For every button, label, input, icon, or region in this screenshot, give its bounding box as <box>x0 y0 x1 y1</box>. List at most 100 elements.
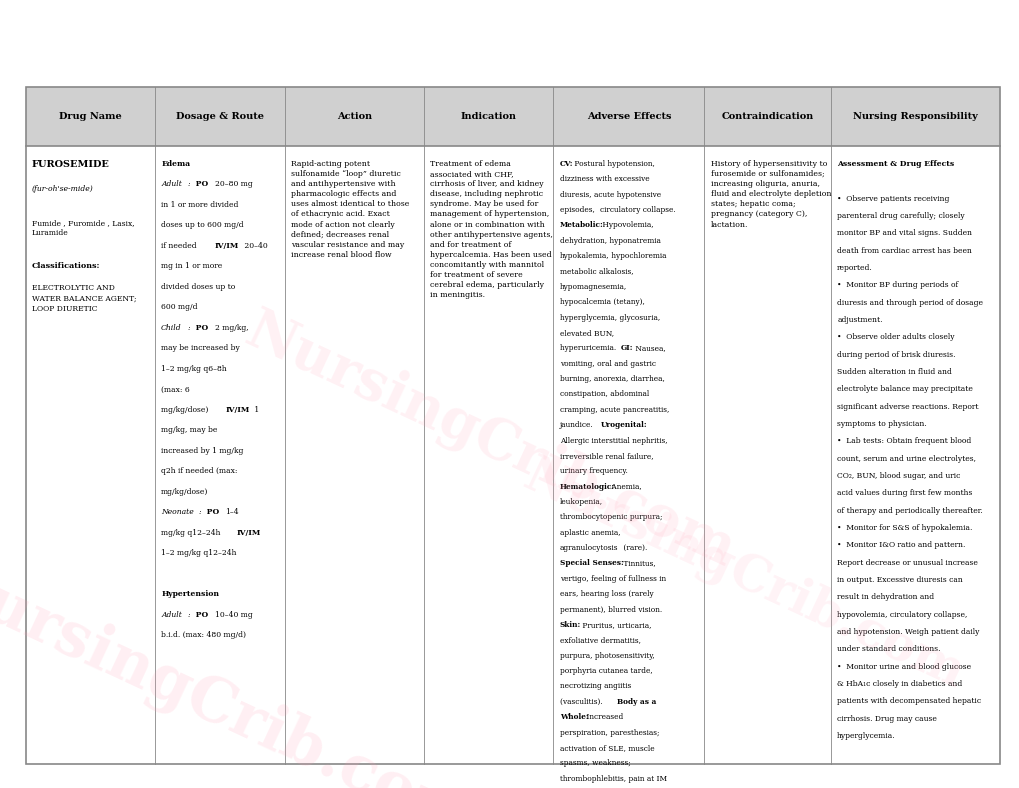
Text: mg/kg/dose): mg/kg/dose) <box>161 488 208 496</box>
Text: may be increased by: may be increased by <box>161 344 239 352</box>
Text: diuresis, acute hypotensive: diuresis, acute hypotensive <box>559 191 660 199</box>
Text: necrotizing angiitis: necrotizing angiitis <box>559 682 630 690</box>
Text: and hypotension. Weigh patient daily: and hypotension. Weigh patient daily <box>837 628 978 636</box>
Bar <box>25 87 999 146</box>
Text: History of hypersensitivity to
furosemide or sulfonamides;
increasing oliguria, : History of hypersensitivity to furosemid… <box>710 160 830 229</box>
Text: mg/kg, may be: mg/kg, may be <box>161 426 217 434</box>
Text: irreversible renal failure,: irreversible renal failure, <box>559 452 652 460</box>
Text: :: : <box>199 508 201 516</box>
Text: in output. Excessive diuresis can: in output. Excessive diuresis can <box>837 576 962 584</box>
Text: Pruritus, urticaria,: Pruritus, urticaria, <box>580 621 651 629</box>
Text: GI:: GI: <box>621 344 633 352</box>
Text: Fumide , Furomide , Lasix,
Luramide: Fumide , Furomide , Lasix, Luramide <box>32 219 135 237</box>
Text: burning, anorexia, diarrhea,: burning, anorexia, diarrhea, <box>559 375 663 383</box>
Text: divided doses up to: divided doses up to <box>161 283 235 291</box>
Text: porphyria cutanea tarde,: porphyria cutanea tarde, <box>559 667 652 675</box>
Text: hypovolemia, circulatory collapse,: hypovolemia, circulatory collapse, <box>837 611 967 619</box>
Text: CV:: CV: <box>559 160 573 168</box>
Text: Special Senses:: Special Senses: <box>559 559 623 567</box>
Text: hypocalcemia (tetany),: hypocalcemia (tetany), <box>559 298 644 307</box>
Text: adjustment.: adjustment. <box>837 316 881 324</box>
Text: acid values during first few months: acid values during first few months <box>837 489 972 497</box>
Text: constipation, abdominal: constipation, abdominal <box>559 390 648 399</box>
Text: Assessment & Drug Effects: Assessment & Drug Effects <box>837 160 954 168</box>
Text: (rare).: (rare). <box>621 544 647 552</box>
Text: jaundice.: jaundice. <box>559 421 595 429</box>
Text: 2 mg/kg,: 2 mg/kg, <box>215 324 249 332</box>
Text: thrombocytopenic purpura;: thrombocytopenic purpura; <box>559 513 661 522</box>
Text: dizziness with excessive: dizziness with excessive <box>559 175 648 184</box>
Text: Indication: Indication <box>461 112 517 121</box>
Text: ears, hearing loss (rarely: ears, hearing loss (rarely <box>559 590 652 598</box>
Text: (fur-oh'se-mide): (fur-oh'se-mide) <box>32 185 94 193</box>
Text: :: : <box>187 611 191 619</box>
Text: cirrhosis. Drug may cause: cirrhosis. Drug may cause <box>837 715 936 723</box>
Text: Classifications:: Classifications: <box>32 262 100 270</box>
Text: Postural hypotension,: Postural hypotension, <box>572 160 654 168</box>
Text: diuresis and through period of dosage: diuresis and through period of dosage <box>837 299 982 307</box>
Text: Action: Action <box>336 112 372 121</box>
Text: IV/IM: IV/IM <box>236 529 260 537</box>
Text: Dosage & Route: Dosage & Route <box>175 112 264 121</box>
Text: Nausea,: Nausea, <box>633 344 665 352</box>
Text: 1–4: 1–4 <box>225 508 238 516</box>
Text: Contraindication: Contraindication <box>720 112 813 121</box>
Text: Allergic interstitial nephritis,: Allergic interstitial nephritis, <box>559 437 666 444</box>
Text: reported.: reported. <box>837 264 872 272</box>
Text: purpura, photosensitivity,: purpura, photosensitivity, <box>559 652 654 660</box>
Text: result in dehydration and: result in dehydration and <box>837 593 933 601</box>
Text: Sudden alteration in fluid and: Sudden alteration in fluid and <box>837 368 951 376</box>
Text: Adult: Adult <box>161 611 181 619</box>
Text: exfoliative dermatitis,: exfoliative dermatitis, <box>559 636 640 645</box>
Text: Treatment of edema
associated with CHF,
cirrhosis of liver, and kidney
disease, : Treatment of edema associated with CHF, … <box>430 160 552 299</box>
Text: Increased: Increased <box>584 713 623 721</box>
Text: Rapid-acting potent
sulfonamide “loop” diuretic
and antihypertensive with
pharma: Rapid-acting potent sulfonamide “loop” d… <box>290 160 409 259</box>
Text: parenteral drug carefully; closely: parenteral drug carefully; closely <box>837 212 964 220</box>
Text: Edema: Edema <box>161 160 191 168</box>
Text: NursingCrib.com: NursingCrib.com <box>516 452 972 699</box>
Text: Hypertension: Hypertension <box>161 590 219 598</box>
Text: •  Monitor urine and blood glucose: • Monitor urine and blood glucose <box>837 663 970 671</box>
Text: PO: PO <box>194 611 211 619</box>
Text: count, serum and urine electrolytes,: count, serum and urine electrolytes, <box>837 455 975 463</box>
Text: dehydration, hyponatremia: dehydration, hyponatremia <box>559 236 660 245</box>
Bar <box>25 87 999 764</box>
Text: cramping, acute pancreatitis,: cramping, acute pancreatitis, <box>559 406 668 414</box>
Text: •  Lab tests: Obtain frequent blood: • Lab tests: Obtain frequent blood <box>837 437 970 445</box>
Text: in 1 or more divided: in 1 or more divided <box>161 201 238 209</box>
Text: (max: 6: (max: 6 <box>161 385 190 393</box>
Text: increased by 1 mg/kg: increased by 1 mg/kg <box>161 447 244 455</box>
Text: & HbA₁c closely in diabetics and: & HbA₁c closely in diabetics and <box>837 680 962 688</box>
Text: IV/IM: IV/IM <box>215 242 238 250</box>
Text: PO: PO <box>204 508 222 516</box>
Text: Hypovolemia,: Hypovolemia, <box>600 221 653 229</box>
Text: mg in 1 or more: mg in 1 or more <box>161 262 222 270</box>
Bar <box>25 87 999 764</box>
Text: :: : <box>187 180 191 188</box>
Text: 1–2 mg/kg q6–8h: 1–2 mg/kg q6–8h <box>161 365 226 373</box>
Text: of therapy and periodically thereafter.: of therapy and periodically thereafter. <box>837 507 982 515</box>
Text: circulatory collapse.: circulatory collapse. <box>600 206 676 214</box>
Text: leukopenia,: leukopenia, <box>559 498 602 506</box>
Text: Metabolic:: Metabolic: <box>559 221 603 229</box>
Text: Whole:: Whole: <box>559 713 588 721</box>
Text: spasms, weakness;: spasms, weakness; <box>559 759 630 768</box>
Text: vomiting, oral and gastric: vomiting, oral and gastric <box>559 359 655 368</box>
Text: hypochloremia: hypochloremia <box>608 252 665 260</box>
Text: Tinnitus,: Tinnitus, <box>621 559 655 567</box>
Text: hyperglycemia.: hyperglycemia. <box>837 732 895 740</box>
Text: patients with decompensated hepatic: patients with decompensated hepatic <box>837 697 980 705</box>
Text: ELECTROLYTIC AND
WATER BALANCE AGENT;
LOOP DIURETIC: ELECTROLYTIC AND WATER BALANCE AGENT; LO… <box>32 284 137 313</box>
Text: mg/kg/dose): mg/kg/dose) <box>161 406 211 414</box>
Text: 1–2 mg/kg q12–24h: 1–2 mg/kg q12–24h <box>161 549 236 557</box>
Text: •  Monitor BP during periods of: • Monitor BP during periods of <box>837 281 958 289</box>
Text: NursingCrib.com: NursingCrib.com <box>0 549 483 788</box>
Text: 20–80 mg: 20–80 mg <box>215 180 253 188</box>
Text: thrombophlebitis, pain at IM: thrombophlebitis, pain at IM <box>559 775 666 782</box>
Text: •  Monitor I&O ratio and pattern.: • Monitor I&O ratio and pattern. <box>837 541 965 549</box>
Text: hypokalemia,: hypokalemia, <box>559 252 608 260</box>
Text: significant adverse reactions. Report: significant adverse reactions. Report <box>837 403 978 411</box>
Text: episodes,: episodes, <box>559 206 596 214</box>
Text: aplastic anemia,: aplastic anemia, <box>559 529 620 537</box>
Text: FUROSEMIDE: FUROSEMIDE <box>32 160 109 169</box>
